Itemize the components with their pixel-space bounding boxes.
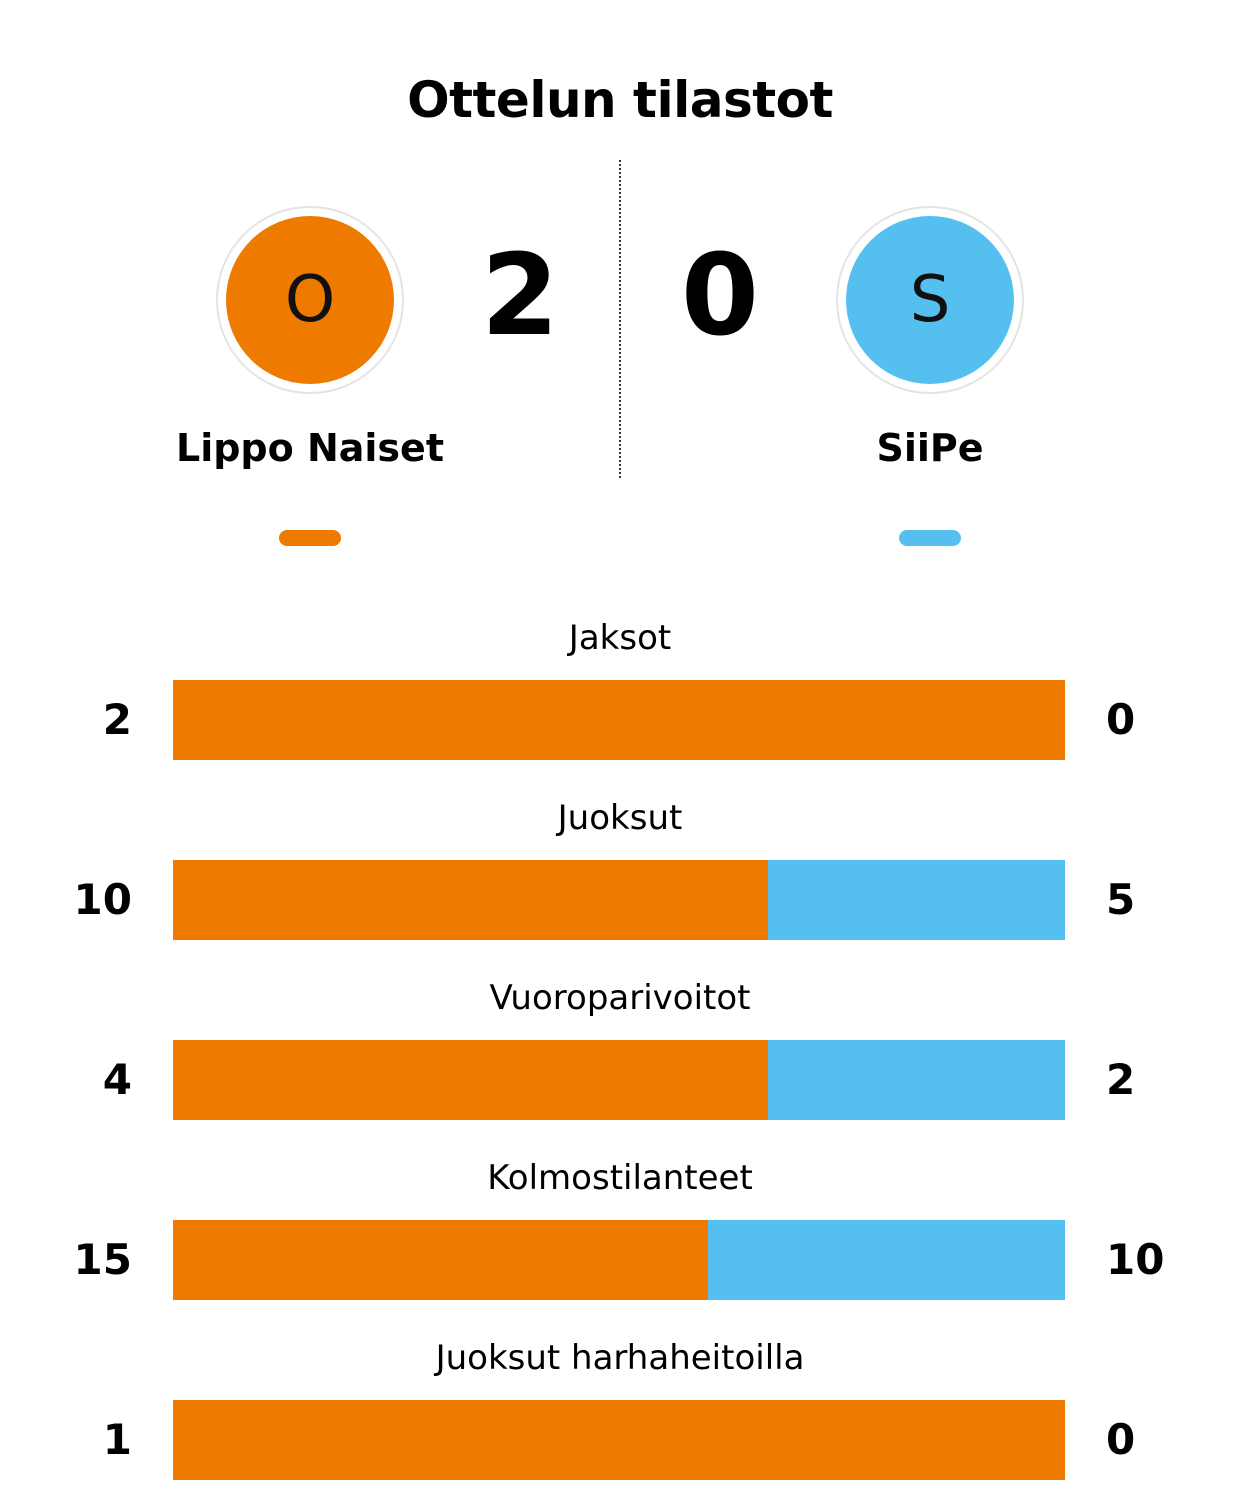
home-stat-value: 15 — [73, 1235, 132, 1284]
away-stat-value: 0 — [1106, 1415, 1136, 1464]
home-bar-segment — [173, 680, 1065, 760]
page-title: Ottelun tilastot — [407, 71, 833, 129]
home-bar-segment — [173, 1400, 1065, 1480]
stat-label: Jaksot — [568, 618, 672, 658]
home-bar-segment — [173, 1040, 768, 1120]
home-stat-value: 2 — [102, 695, 132, 744]
home-team-name: Lippo Naiset — [175, 426, 444, 470]
stat-label: Vuoroparivoitot — [489, 978, 751, 1018]
away-score: 0 — [681, 231, 759, 361]
home-stat-value: 10 — [73, 875, 132, 924]
home-stat-value: 1 — [102, 1415, 132, 1464]
stat-label: Juoksut — [557, 798, 683, 838]
away-stat-value: 0 — [1106, 695, 1136, 744]
home-team-logo: O — [226, 216, 394, 384]
home-color-legend — [279, 530, 341, 546]
score-divider — [619, 160, 621, 478]
away-bar-segment — [708, 1220, 1065, 1300]
stat-bar — [173, 860, 1065, 940]
away-team-name: SiiPe — [876, 426, 984, 470]
home-bar-segment — [173, 1220, 708, 1300]
away-stat-value: 10 — [1106, 1235, 1165, 1284]
stat-bar — [173, 1040, 1065, 1120]
stat-label: Juoksut harhaheitoilla — [435, 1338, 805, 1378]
stat-bar — [173, 1220, 1065, 1300]
away-stat-value: 2 — [1106, 1055, 1136, 1104]
away-bar-segment — [768, 1040, 1065, 1120]
away-team-logo: S — [846, 216, 1014, 384]
away-bar-segment — [768, 860, 1065, 940]
home-stat-value: 4 — [102, 1055, 132, 1104]
stat-label: Kolmostilanteet — [487, 1158, 753, 1198]
stat-bar — [173, 680, 1065, 760]
home-team-initial: O — [284, 263, 336, 337]
home-score: 2 — [481, 231, 559, 361]
away-color-legend — [899, 530, 961, 546]
away-team-initial: S — [909, 263, 951, 337]
home-bar-segment — [173, 860, 768, 940]
away-stat-value: 5 — [1106, 875, 1136, 924]
stat-bar — [173, 1400, 1065, 1480]
